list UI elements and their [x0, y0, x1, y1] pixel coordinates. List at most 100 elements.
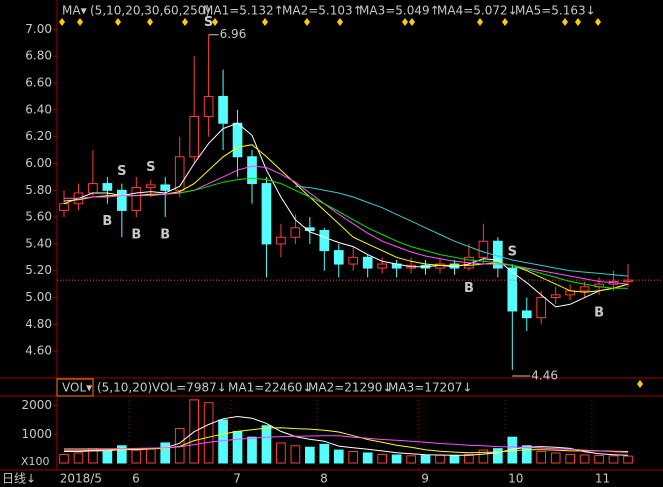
x-tick-label: 6 — [132, 472, 140, 486]
candle-body — [117, 189, 127, 211]
annotation: 6.96 — [220, 27, 247, 41]
candle-body — [247, 156, 257, 185]
volume-bar — [449, 455, 460, 464]
ma-line — [63, 122, 629, 308]
volume-bar — [174, 428, 185, 464]
volume-unit: X100 — [21, 455, 50, 468]
volume-bar — [362, 452, 373, 464]
candle-body — [362, 256, 373, 269]
legend-item: MA5=5.163↓ — [515, 4, 596, 18]
volume-bar — [319, 443, 330, 464]
volume-params: (5,10,20) — [97, 381, 152, 395]
candle-body — [579, 286, 590, 292]
signal-label: S — [204, 15, 213, 30]
volume-bar — [59, 453, 69, 464]
volume-bar — [145, 448, 156, 464]
volume-bar — [608, 455, 619, 464]
volume-bar — [131, 449, 142, 464]
volume-bar — [73, 452, 84, 464]
y-tick-label: 1000 — [21, 427, 52, 441]
volume-bar — [464, 453, 474, 464]
candle-body — [550, 294, 561, 299]
volume-bar — [377, 453, 387, 464]
y-tick-label: 7.00 — [25, 22, 52, 36]
volume-bar — [247, 436, 257, 464]
period-label[interactable]: 日线↓ — [2, 472, 36, 486]
legend-item: MA2=5.103↑ — [282, 4, 363, 18]
volume-bar — [478, 449, 489, 464]
candle-body — [232, 122, 243, 158]
y-tick-label: 6.00 — [25, 156, 52, 170]
x-tick-label: 10 — [508, 472, 523, 486]
volume-bar — [406, 455, 416, 464]
candle-body — [131, 187, 142, 211]
legend-item: MA1=22460↓ — [228, 381, 312, 395]
x-tick-label: 7 — [233, 472, 241, 486]
candle-body — [174, 156, 185, 191]
volume-ma-line — [64, 427, 629, 454]
y-tick-label: 5.80 — [25, 183, 52, 197]
ma-line — [64, 165, 629, 285]
signal-label: B — [464, 281, 474, 296]
volume-bar — [623, 455, 633, 464]
indicator-label[interactable]: MA▾ — [62, 4, 87, 18]
volume-bar — [565, 453, 575, 464]
candle-body — [261, 183, 272, 245]
y-tick-label: 4.80 — [25, 317, 52, 331]
x-tick-label: 8 — [320, 472, 328, 486]
volume-bar — [420, 455, 431, 464]
volume-bar — [348, 451, 359, 464]
candle-body — [145, 184, 156, 189]
x-tick-label: 9 — [421, 472, 429, 486]
volume-bar — [305, 446, 315, 464]
x-tick-label: 2018/5 — [60, 472, 102, 486]
volume-current: VOL=7987↓ — [152, 381, 227, 395]
ma-line — [63, 144, 629, 293]
candle-body — [88, 183, 98, 194]
signal-label: S — [146, 160, 155, 175]
volume-bar — [261, 425, 272, 464]
volume-bar — [521, 445, 532, 464]
candle-body — [160, 184, 171, 191]
signal-label: B — [594, 305, 604, 320]
legend-item: MA2=21290↓ — [308, 381, 392, 395]
y-tick-label: 2000 — [21, 398, 52, 412]
y-tick-label: 6.40 — [25, 102, 52, 116]
candle-body — [203, 95, 214, 118]
signal-label: B — [131, 228, 141, 243]
frame — [0, 0, 663, 471]
signal-label: B — [160, 228, 170, 243]
volume-tab[interactable] — [56, 378, 94, 397]
signal-label: S — [117, 164, 126, 179]
volume-bar — [290, 445, 301, 464]
candle-body — [305, 227, 315, 232]
legend-item: MA3=17207↓ — [388, 381, 472, 395]
volume-bar — [579, 454, 590, 464]
candle-body — [348, 256, 359, 265]
candle-body — [290, 227, 301, 238]
y-tick-label: 5.40 — [25, 236, 52, 250]
volume-label[interactable]: VOL▾ — [62, 381, 92, 395]
volume-ma-line — [64, 435, 629, 453]
candle-body — [507, 267, 518, 312]
volume-bar — [594, 455, 604, 464]
ma-line — [179, 177, 628, 289]
volume-bar — [550, 452, 561, 464]
volume-bar — [117, 445, 127, 464]
volume-bar — [102, 451, 113, 464]
candle-body — [478, 240, 489, 258]
volume-bar — [276, 442, 286, 464]
y-tick-label: 5.20 — [25, 263, 52, 277]
volume-bar — [435, 454, 445, 464]
volume-bar — [536, 451, 547, 464]
volume-bar — [391, 454, 402, 464]
candle-body — [521, 310, 532, 319]
y-tick-label: 6.80 — [25, 49, 52, 63]
candle-body — [377, 263, 387, 269]
candle-body — [218, 95, 228, 124]
volume-bar — [203, 402, 214, 464]
x-tick-label: 11 — [595, 472, 610, 486]
volume-bar — [232, 430, 243, 464]
